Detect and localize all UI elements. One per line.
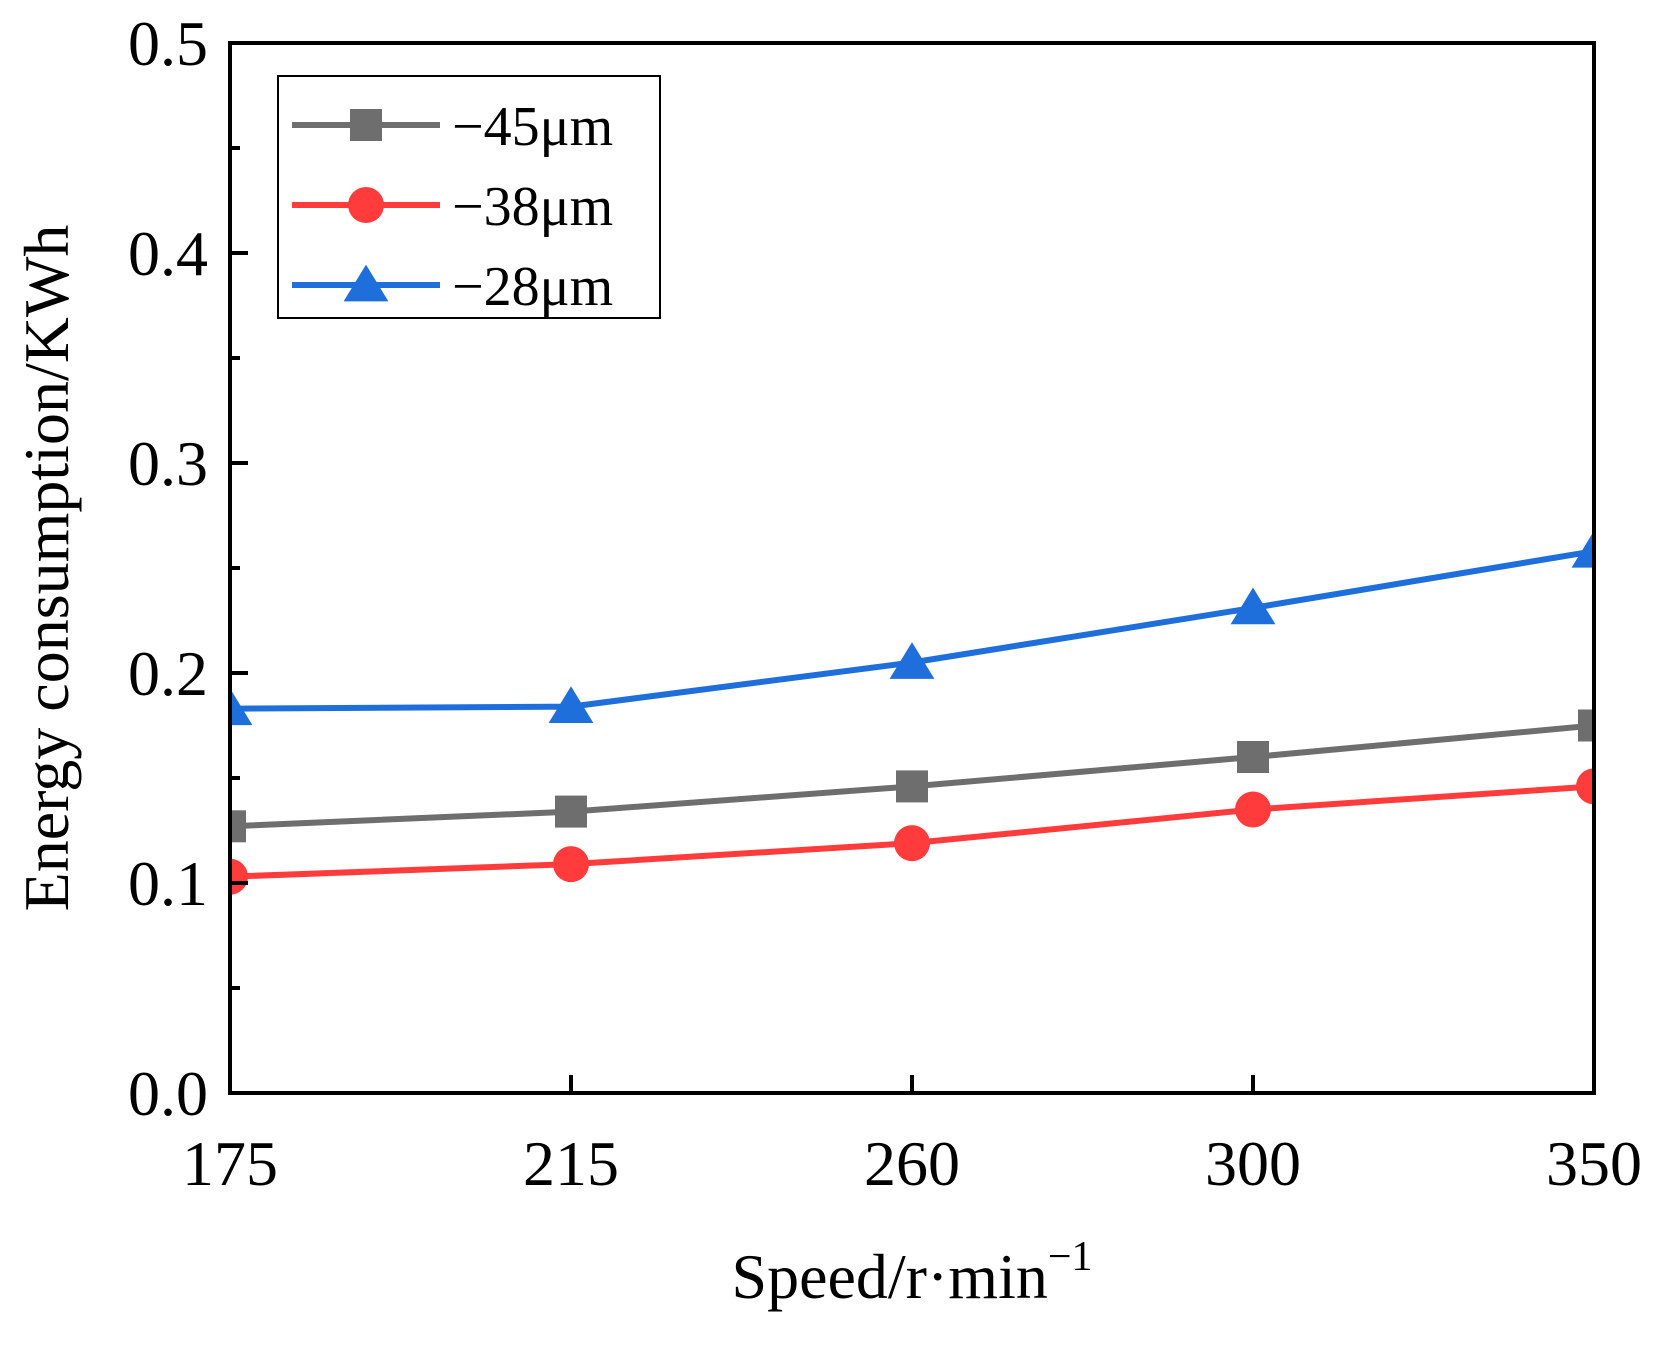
series-square (230, 709, 1594, 843)
legend-marker (343, 264, 389, 302)
y-axis: 0.0 0.1 0.2 0.3 0.4 0.5 (128, 8, 248, 1129)
data-point (1235, 791, 1271, 828)
data-point (1576, 768, 1594, 805)
legend-box (277, 75, 661, 319)
x-tick-label: 175 (182, 1128, 278, 1199)
data-point (1237, 741, 1269, 773)
legend-marker (350, 109, 382, 141)
x-tick-label: 300 (1205, 1128, 1301, 1199)
legend-label: −38μm (452, 176, 613, 238)
y-tick-label: 0.5 (128, 8, 208, 79)
series-layer (230, 530, 1594, 895)
data-point (889, 642, 935, 679)
legend-label: −45μm (452, 96, 613, 158)
data-point (1578, 709, 1594, 742)
y-tick-label: 0.0 (128, 1058, 208, 1129)
data-point (1571, 530, 1594, 568)
data-point (1230, 587, 1276, 625)
data-point (230, 858, 248, 895)
series-circle (230, 768, 1594, 895)
y-tick-label: 0.1 (128, 848, 208, 919)
x-axis: 175 215 260 300 350 (182, 1075, 1642, 1199)
x-axis-title: Speed/r·min−1 (731, 1234, 1092, 1312)
data-point (896, 770, 928, 803)
data-point (230, 688, 253, 726)
series-line (230, 548, 1594, 712)
data-point (230, 810, 246, 843)
data-point (555, 795, 587, 828)
y-tick-label: 0.4 (128, 218, 208, 289)
x-tick-label: 215 (523, 1128, 619, 1199)
x-tick-label: 350 (1546, 1128, 1642, 1199)
legend-label: −28μm (452, 256, 613, 318)
data-point (894, 825, 930, 862)
y-tick-label: 0.3 (128, 428, 208, 499)
x-tick-label: 260 (864, 1128, 960, 1199)
legend-item: −28μm (292, 256, 613, 318)
series-triangle (230, 530, 1594, 726)
legend-item: −45μm (292, 96, 613, 158)
y-tick-label: 0.2 (128, 638, 208, 709)
x-axis-title-superscript: −1 (1048, 1234, 1093, 1280)
data-point (548, 686, 594, 723)
legend-marker (348, 187, 384, 223)
data-point (553, 846, 589, 883)
legend-item: −38μm (292, 176, 613, 238)
legend: −45μm −38μm −28μm (277, 75, 661, 319)
y-axis-title: Energy consumption/KWh (11, 225, 82, 912)
